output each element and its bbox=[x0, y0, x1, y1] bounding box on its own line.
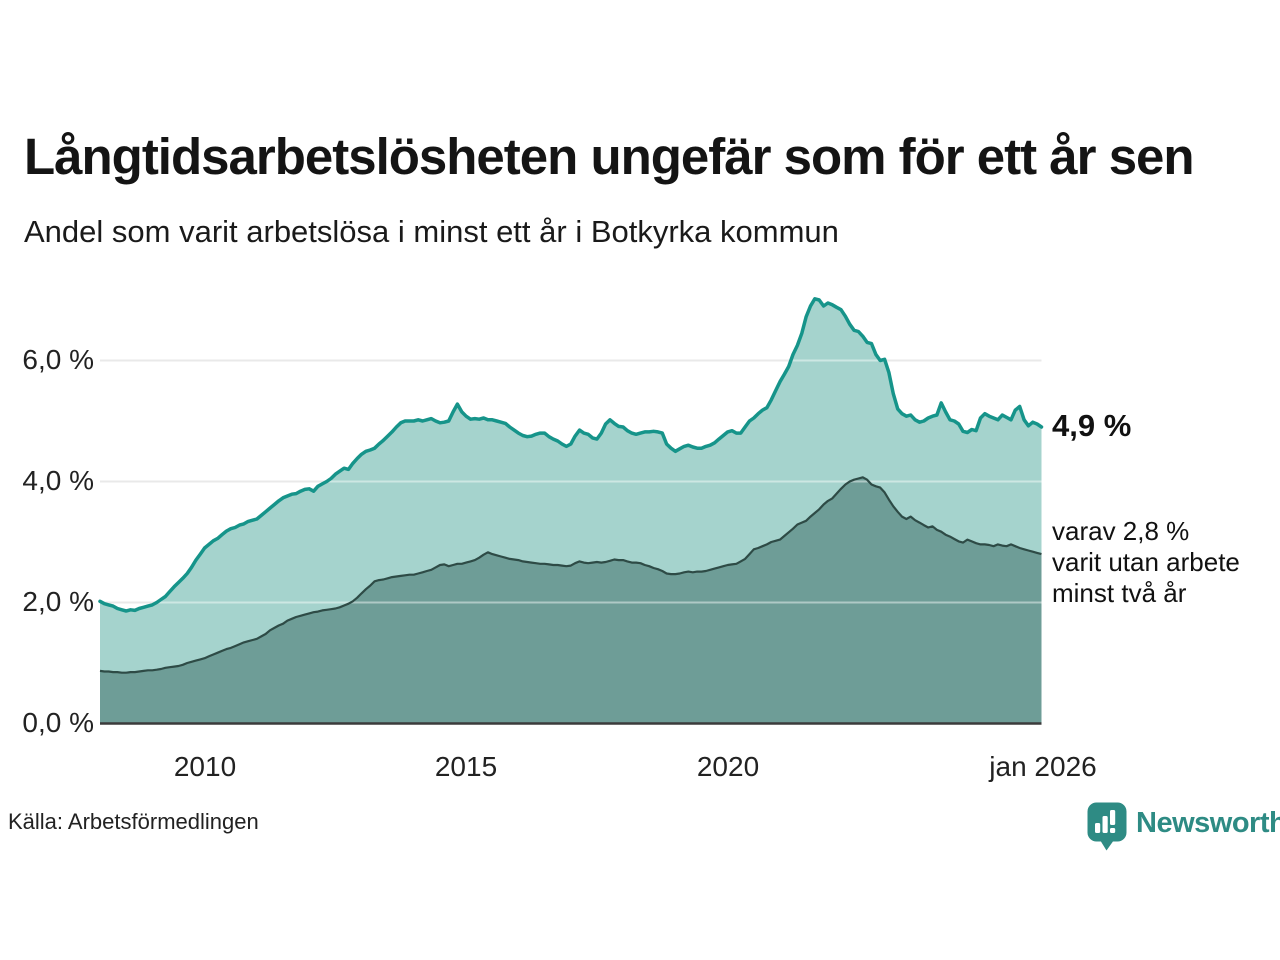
area-two-year-plus bbox=[100, 477, 1042, 724]
page-title: Långtidsarbetslösheten ungefär som för e… bbox=[24, 128, 1195, 185]
latest-total-value-label: 4,9 % bbox=[1052, 408, 1132, 443]
y-axis-tick-2: 2,0 % bbox=[22, 586, 94, 617]
y-axis-tick-6: 6,0 % bbox=[22, 344, 94, 375]
y-axis-tick-0: 0,0 % bbox=[22, 707, 94, 738]
line-total-long-term bbox=[98, 297, 1044, 613]
x-axis-tick-2015: 2015 bbox=[434, 751, 498, 782]
two-year-label-line1: varav 2,8 % bbox=[1052, 516, 1190, 546]
newsworthy-wordmark: Newsworthy bbox=[1136, 807, 1280, 839]
latest-two-year-value-label: varav 2,8 % varit utan arbete minst två … bbox=[1052, 516, 1240, 609]
x-axis-tick-jan-2026: jan 2026 bbox=[989, 751, 1097, 782]
newsworthy-logo: Newsworthy bbox=[1086, 801, 1280, 851]
bar-chart-speech-bubble-icon bbox=[1087, 802, 1127, 851]
page-subtitle: Andel som varit arbetslösa i minst ett å… bbox=[24, 214, 839, 249]
source-caption: Källa: Arbetsförmedlingen bbox=[8, 809, 259, 834]
line-two-year-plus bbox=[99, 476, 1042, 674]
x-axis-tick-2020: 2020 bbox=[696, 751, 760, 782]
y-axis-tick-4: 4,0 % bbox=[22, 465, 94, 496]
x-axis-tick-2010: 2010 bbox=[173, 751, 237, 782]
two-year-label-line3: minst två år bbox=[1052, 578, 1187, 608]
two-year-label-line2: varit utan arbete bbox=[1052, 547, 1240, 577]
